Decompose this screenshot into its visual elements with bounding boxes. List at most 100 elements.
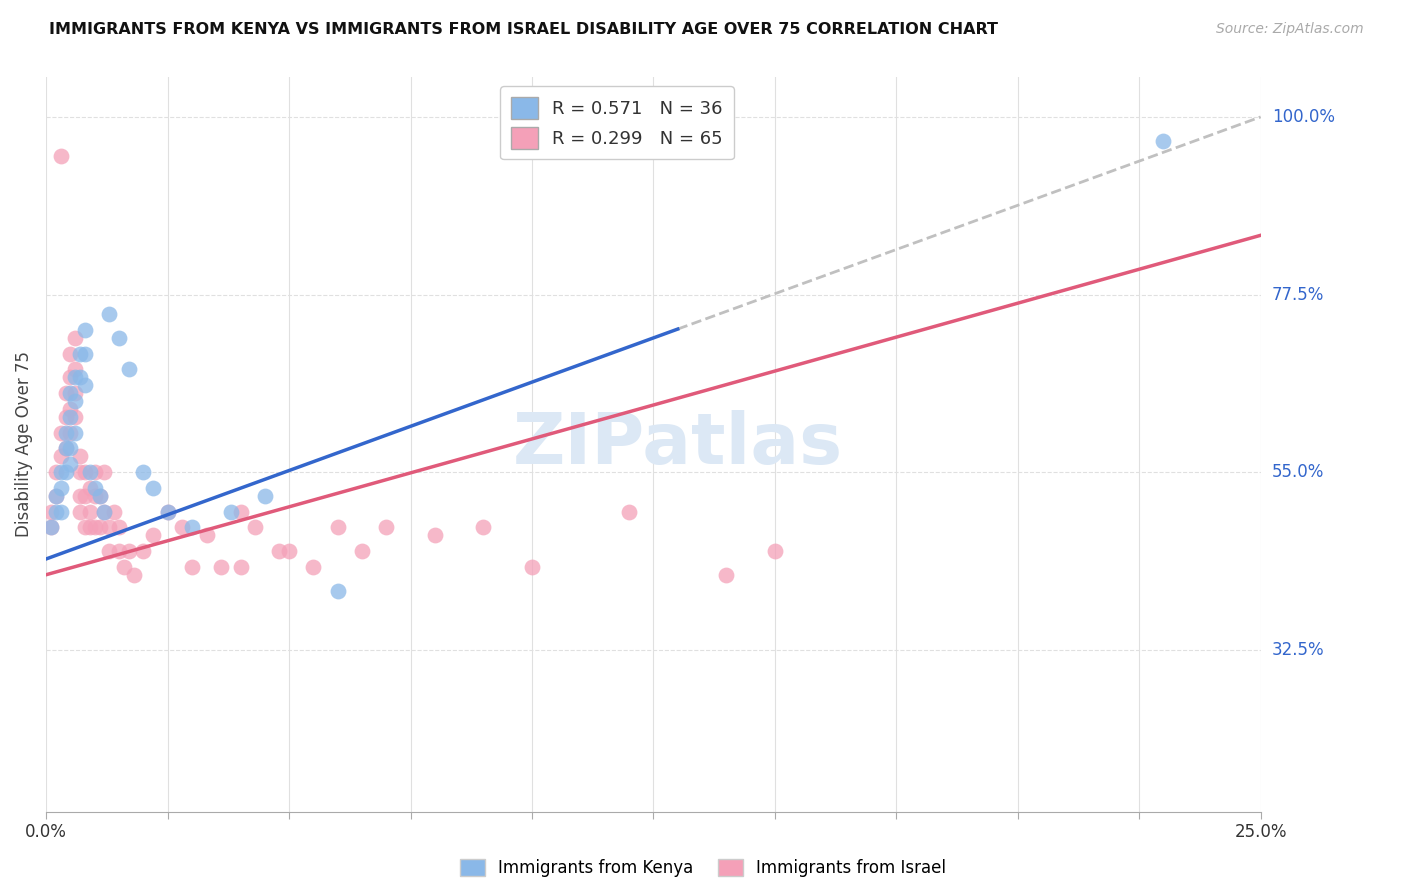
Point <box>59 401 82 416</box>
Point <box>423 528 446 542</box>
Point <box>39 520 62 534</box>
Point <box>229 559 252 574</box>
Point <box>1153 134 1175 148</box>
Point <box>108 544 131 558</box>
Point <box>156 505 179 519</box>
Point <box>65 362 87 376</box>
Point <box>73 378 96 392</box>
Point <box>59 442 82 456</box>
Point <box>55 386 77 401</box>
Point <box>79 520 101 534</box>
Point <box>326 583 349 598</box>
Point <box>93 465 115 479</box>
Point <box>326 520 349 534</box>
Point <box>350 544 373 558</box>
Legend: R = 0.571   N = 36, R = 0.299   N = 65: R = 0.571 N = 36, R = 0.299 N = 65 <box>501 87 734 160</box>
Text: 55.0%: 55.0% <box>1272 463 1324 481</box>
Point <box>172 520 194 534</box>
Point <box>83 481 105 495</box>
Point <box>98 544 121 558</box>
Point <box>520 559 543 574</box>
Point <box>45 465 67 479</box>
Point <box>55 442 77 456</box>
Point <box>65 409 87 424</box>
Point <box>39 520 62 534</box>
Point <box>219 505 242 519</box>
Point <box>118 362 141 376</box>
Point <box>79 505 101 519</box>
Point <box>59 347 82 361</box>
Point <box>59 457 82 471</box>
Point <box>716 567 738 582</box>
Point <box>55 442 77 456</box>
Point <box>59 370 82 384</box>
Point <box>73 520 96 534</box>
Point <box>118 544 141 558</box>
Point <box>108 331 131 345</box>
Point <box>83 465 105 479</box>
Point <box>302 559 325 574</box>
Point <box>195 528 218 542</box>
Point <box>65 386 87 401</box>
Point <box>83 489 105 503</box>
Point <box>49 425 72 440</box>
Text: Source: ZipAtlas.com: Source: ZipAtlas.com <box>1216 22 1364 37</box>
Point <box>132 544 155 558</box>
Point <box>79 465 101 479</box>
Point <box>89 520 111 534</box>
Point <box>156 505 179 519</box>
Point <box>617 505 640 519</box>
Point <box>65 331 87 345</box>
Point <box>65 370 87 384</box>
Point <box>112 559 135 574</box>
Point <box>69 505 91 519</box>
Point <box>89 489 111 503</box>
Point <box>49 149 72 163</box>
Point <box>59 409 82 424</box>
Point <box>49 481 72 495</box>
Point <box>181 520 204 534</box>
Point <box>375 520 398 534</box>
Point <box>209 559 232 574</box>
Point <box>49 450 72 464</box>
Point <box>59 386 82 401</box>
Point <box>132 465 155 479</box>
Point <box>73 323 96 337</box>
Point <box>79 481 101 495</box>
Point <box>73 465 96 479</box>
Point <box>55 425 77 440</box>
Point <box>65 394 87 409</box>
Point <box>39 505 62 519</box>
Point <box>108 520 131 534</box>
Y-axis label: Disability Age Over 75: Disability Age Over 75 <box>15 351 32 538</box>
Point <box>181 559 204 574</box>
Point <box>93 505 115 519</box>
Legend: Immigrants from Kenya, Immigrants from Israel: Immigrants from Kenya, Immigrants from I… <box>453 852 953 884</box>
Point <box>45 489 67 503</box>
Point <box>69 347 91 361</box>
Point <box>69 465 91 479</box>
Text: ZIPatlas: ZIPatlas <box>513 410 842 479</box>
Point <box>49 465 72 479</box>
Point <box>45 489 67 503</box>
Point <box>269 544 291 558</box>
Point <box>73 347 96 361</box>
Point <box>45 505 67 519</box>
Point <box>49 505 72 519</box>
Point <box>69 450 91 464</box>
Point <box>142 481 165 495</box>
Point <box>55 465 77 479</box>
Text: 100.0%: 100.0% <box>1272 108 1334 126</box>
Point <box>89 489 111 503</box>
Point <box>65 425 87 440</box>
Text: 32.5%: 32.5% <box>1272 640 1324 658</box>
Point <box>69 489 91 503</box>
Point <box>278 544 301 558</box>
Point <box>243 520 266 534</box>
Point <box>142 528 165 542</box>
Point <box>55 409 77 424</box>
Text: 77.5%: 77.5% <box>1272 285 1324 303</box>
Point <box>83 520 105 534</box>
Point <box>763 544 786 558</box>
Point <box>472 520 495 534</box>
